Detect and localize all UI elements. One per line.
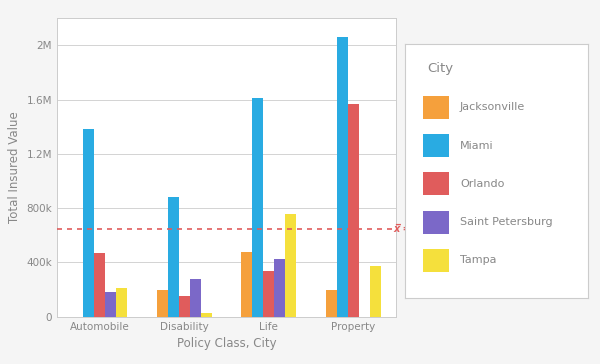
FancyBboxPatch shape [424, 210, 449, 234]
FancyBboxPatch shape [424, 249, 449, 272]
Text: Orlando: Orlando [460, 179, 504, 189]
Bar [116, 288, 127, 317]
Text: Saint Petersburg: Saint Petersburg [460, 217, 553, 227]
Text: x̅ = 644,466: x̅ = 644,466 [394, 224, 459, 234]
Bar [370, 266, 381, 317]
Bar [274, 259, 286, 317]
Bar [157, 290, 167, 317]
Bar [348, 104, 359, 317]
Bar [241, 252, 253, 317]
Text: Miami: Miami [460, 141, 494, 151]
Bar [337, 37, 348, 317]
Text: Tampa: Tampa [460, 255, 496, 265]
Bar [105, 292, 116, 317]
Bar [190, 279, 200, 317]
FancyBboxPatch shape [424, 173, 449, 195]
Bar [200, 313, 212, 317]
Text: Jacksonville: Jacksonville [460, 102, 525, 112]
Text: City: City [427, 62, 453, 75]
Bar [94, 253, 105, 317]
Bar [326, 290, 337, 317]
Y-axis label: Total Insured Value: Total Insured Value [8, 111, 21, 223]
Bar [179, 296, 190, 317]
Bar [286, 214, 296, 317]
Bar [263, 270, 274, 317]
Bar [83, 130, 94, 317]
X-axis label: Policy Class, City: Policy Class, City [176, 337, 277, 350]
Bar [253, 98, 263, 317]
Bar [167, 197, 179, 317]
FancyBboxPatch shape [424, 134, 449, 157]
FancyBboxPatch shape [424, 96, 449, 119]
